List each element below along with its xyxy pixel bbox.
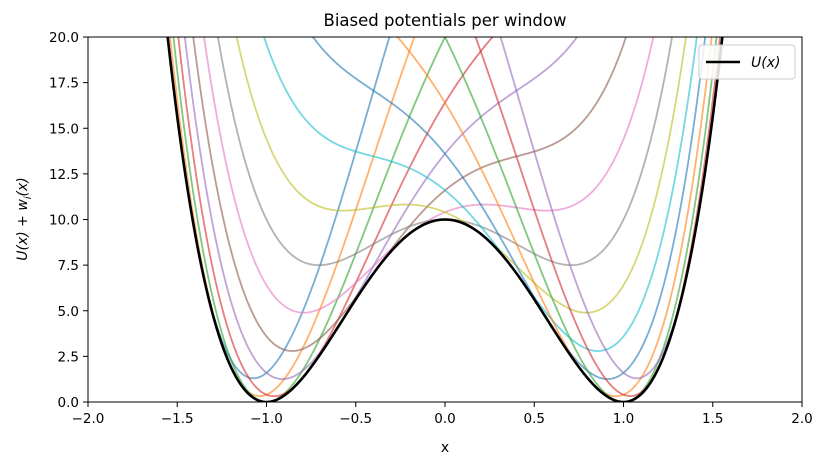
bias-curve-window-2 [172, 37, 447, 402]
potential-curve-u [166, 37, 724, 402]
y-axis-label: U(x) + wi(x) [15, 177, 34, 261]
y-tick-label: 12.5 [49, 167, 79, 183]
bias-curve-window-3 [177, 37, 494, 398]
curve-group [166, 37, 724, 402]
x-tick-label: 0.5 [524, 411, 545, 427]
legend-box [698, 44, 796, 80]
x-axis-label: x [441, 440, 449, 456]
legend: U(x) [698, 44, 796, 80]
bias-curve-window-13 [474, 37, 721, 398]
x-tick-label: 0.0 [434, 411, 455, 427]
y-axis: 0.0 2.5 5.0 7.5 10.0 12.5 15.0 17.5 20.0 [49, 30, 88, 411]
y-tick-label: 7.5 [58, 258, 79, 274]
legend-label-u: U(x) [751, 55, 780, 71]
bias-curve-window-9 [263, 37, 698, 352]
chart-title: Biased potentials per window [324, 11, 567, 30]
y-tick-label: 17.5 [49, 76, 79, 92]
x-axis: −2.0 −1.5 −1.0 −0.5 0.0 0.5 1.0 1.5 2.0 [72, 402, 813, 427]
x-tick-label: −0.5 [339, 411, 372, 427]
x-tick-label: −1.5 [161, 411, 194, 427]
bias-curve-window-10 [311, 37, 707, 380]
y-tick-label: 2.5 [58, 349, 79, 365]
bias-curve-window-8 [235, 37, 687, 314]
bias-curve-window-11 [396, 37, 713, 398]
bias-curve-window-12 [443, 37, 718, 402]
x-tick-label: 2.0 [791, 411, 812, 427]
x-tick-label: −1.0 [250, 411, 283, 427]
x-tick-label: −2.0 [72, 411, 105, 427]
y-tick-label: 10.0 [49, 213, 79, 229]
bias-curve-window-1 [169, 37, 416, 398]
y-tick-label: 0.0 [58, 395, 79, 411]
x-tick-label: 1.5 [702, 411, 723, 427]
x-tick-label: 1.0 [613, 411, 634, 427]
y-tick-label: 15.0 [49, 121, 79, 137]
y-tick-label: 5.0 [58, 304, 79, 320]
y-tick-label: 20.0 [49, 30, 79, 46]
